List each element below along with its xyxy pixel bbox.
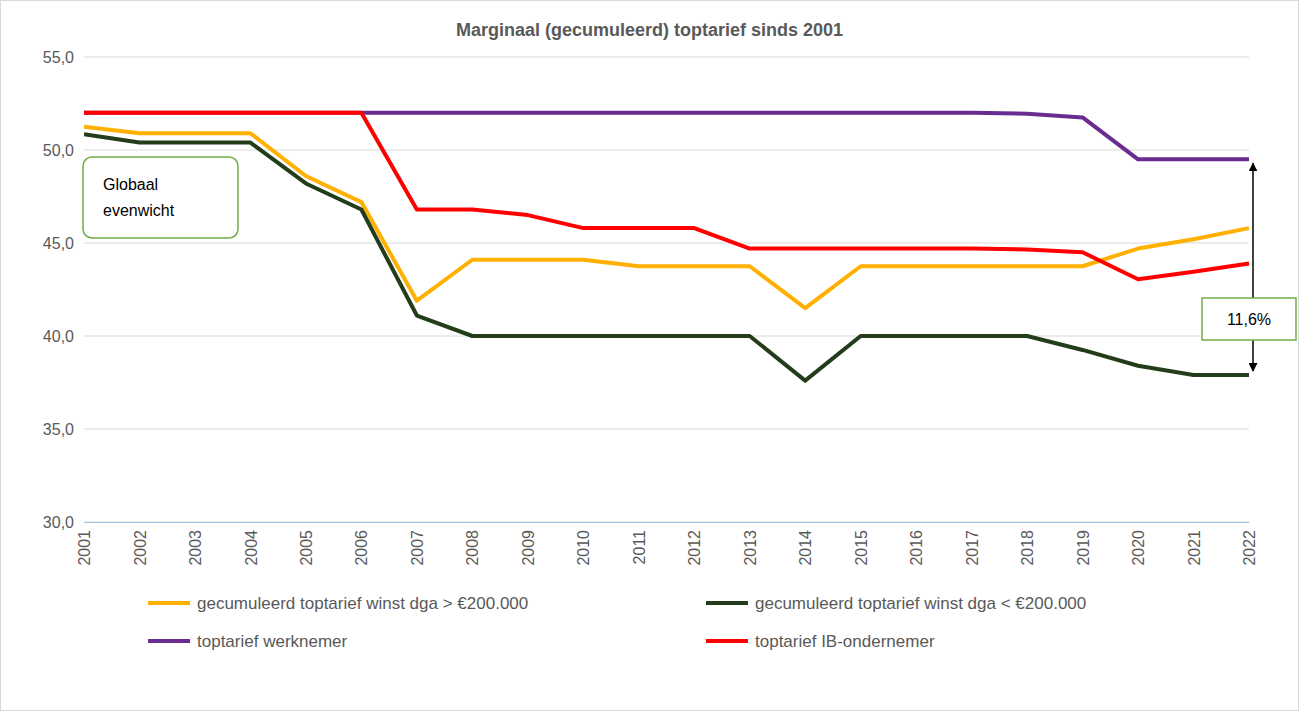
x-tick-label: 2012: [686, 530, 703, 566]
x-tick-label: 2002: [132, 530, 149, 566]
x-tick: 2016: [908, 522, 925, 566]
x-tick-label: 2014: [797, 530, 814, 566]
x-tick: 2015: [853, 522, 870, 566]
y-tick: 55,0: [43, 49, 84, 66]
y-tick-label: 30,0: [43, 514, 74, 531]
annotation: 11,6%: [1202, 163, 1296, 371]
x-tick: 2005: [298, 522, 315, 566]
y-tick: 50,0: [43, 142, 84, 159]
x-tick-label: 2008: [464, 530, 481, 566]
y-tick-label: 45,0: [43, 235, 74, 252]
x-tick: 2011: [631, 522, 648, 564]
series-line: [84, 134, 1249, 380]
x-tick-label: 2019: [1075, 530, 1092, 566]
x-tick: 2009: [520, 522, 537, 566]
legend-label: gecumuleerd toptarief winst dga < €200.0…: [755, 594, 1086, 613]
annotation-box: [1202, 298, 1296, 340]
x-tick-label: 2010: [575, 530, 592, 566]
x-tick-label: 2022: [1241, 530, 1258, 566]
x-tick-label: 2007: [409, 530, 426, 566]
x-tick: 2004: [243, 522, 260, 566]
grid-line: [84, 243, 1249, 244]
x-axis-line: [85, 522, 1250, 523]
x-tick-label: 2021: [1186, 530, 1203, 566]
grid-line: [84, 522, 1249, 523]
legend-swatch: [706, 639, 748, 643]
annotation: Globaalevenwicht: [83, 157, 238, 238]
legend-swatch: [148, 601, 190, 605]
legend-label: toptarief IB-ondernemer: [755, 632, 935, 651]
grid-line: [84, 57, 1249, 58]
x-tick-label: 2005: [298, 530, 315, 566]
x-tick: 2013: [742, 522, 759, 566]
x-tick: 2002: [132, 522, 149, 566]
plot-lines: [84, 113, 1249, 381]
x-tick-label: 2016: [908, 530, 925, 566]
x-tick-label: 2015: [853, 530, 870, 566]
x-tick-label: 2003: [187, 530, 204, 566]
x-tick: 2019: [1075, 522, 1092, 566]
legend-swatch: [148, 639, 190, 643]
x-tick-label: 2013: [742, 530, 759, 566]
y-tick: 40,0: [43, 328, 84, 345]
x-tick: 2003: [187, 522, 204, 566]
legend: gecumuleerd toptarief winst dga > €200.0…: [148, 594, 1086, 651]
x-tick: 2012: [686, 522, 703, 566]
legend-label: gecumuleerd toptarief winst dga > €200.0…: [197, 594, 528, 613]
x-tick: 2010: [575, 522, 592, 566]
x-axis: 2001 2002 2003 2004 2005 2006 2007 2008 2009 2010…: [76, 522, 1258, 566]
x-tick: 2018: [1019, 522, 1036, 566]
y-tick: 45,0: [43, 235, 84, 252]
title: Marginaal (gecumuleerd) toptarief sinds …: [456, 20, 843, 40]
x-tick: 2020: [1130, 522, 1147, 566]
y-tick-label: 40,0: [43, 328, 74, 345]
series-line: [84, 113, 1249, 160]
grid-line: [84, 429, 1249, 430]
x-tick-label: 2018: [1019, 530, 1036, 566]
x-tick-label: 2009: [520, 530, 537, 566]
x-tick-label: 2006: [353, 530, 370, 566]
x-tick: 2017: [964, 522, 981, 566]
x-tick-label: 2004: [243, 530, 260, 566]
annotation-text: Globaalevenwicht: [103, 176, 175, 219]
x-tick-label: 2020: [1130, 530, 1147, 566]
x-tick-label: 2001: [76, 530, 93, 566]
legend-swatch: [706, 601, 748, 605]
y-tick: 35,0: [43, 421, 84, 438]
x-tick: 2001: [76, 522, 93, 566]
chart: Marginaal (gecumuleerd) toptarief sinds …: [0, 0, 1299, 711]
chart-border: [1, 1, 1299, 711]
y-tick-label: 35,0: [43, 421, 74, 438]
x-tick: 2006: [353, 522, 370, 566]
x-tick: 2007: [409, 522, 426, 566]
annotation-text: 11,6%: [1227, 311, 1271, 328]
series-line: [84, 113, 1249, 279]
y-tick-label: 55,0: [43, 49, 74, 66]
y-tick: 30,0: [43, 514, 84, 531]
x-tick-label: 2017: [964, 530, 981, 566]
annotation-box: [83, 157, 238, 238]
y-axis: 30,0 35,0 40,0 45,0 50,0 55,0: [43, 49, 85, 531]
legend-label: toptarief werknemer: [197, 632, 348, 651]
x-tick-label: 2011: [631, 530, 648, 565]
x-tick: 2014: [797, 522, 814, 566]
series-line: [84, 127, 1249, 308]
x-tick: 2008: [464, 522, 481, 566]
y-tick-label: 50,0: [43, 142, 74, 159]
grid: [84, 57, 1249, 522]
x-tick: 2022: [1241, 522, 1258, 566]
x-tick: 2021: [1186, 522, 1203, 566]
